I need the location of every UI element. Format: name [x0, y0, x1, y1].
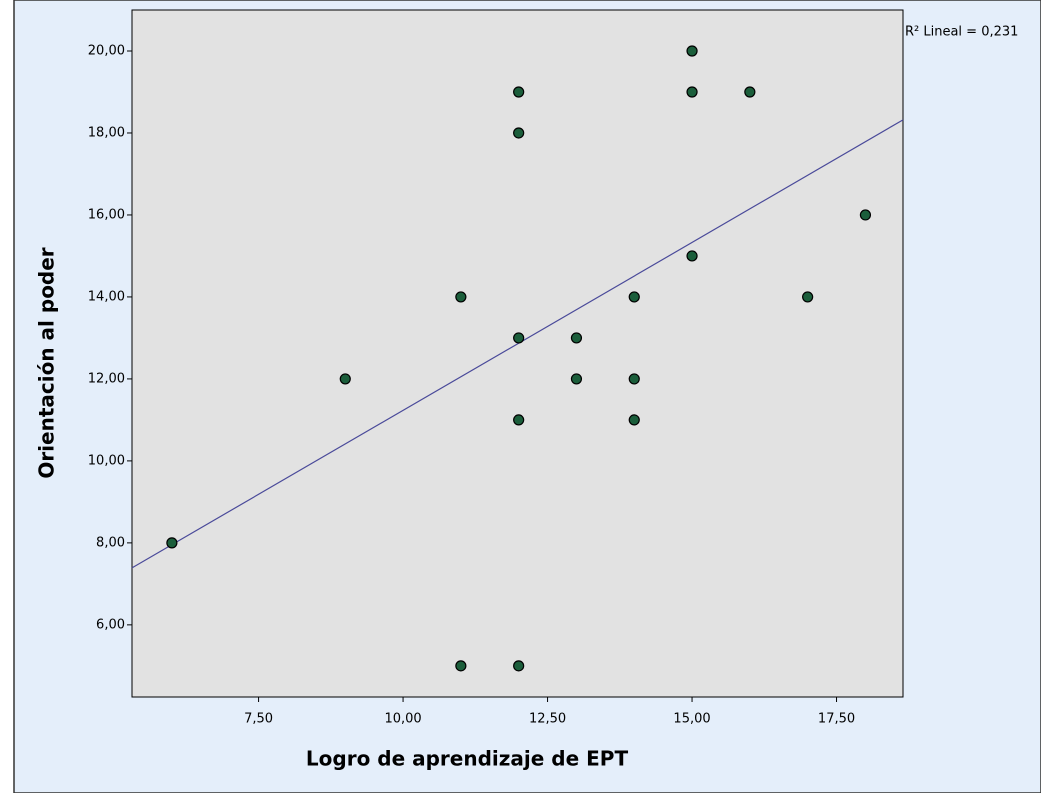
x-axis-title: Logro de aprendizaje de EPT — [306, 747, 629, 771]
point — [455, 291, 467, 303]
point — [513, 414, 525, 426]
point — [339, 373, 351, 385]
y-tick-label: 8,00 — [96, 535, 125, 550]
point — [570, 373, 583, 385]
x-tick-label: 17,50 — [818, 712, 855, 727]
point — [513, 332, 525, 344]
point — [570, 332, 583, 344]
plot-area — [131, 9, 904, 698]
point — [628, 291, 640, 303]
point — [628, 414, 640, 426]
point — [513, 660, 525, 672]
x-tick-label: 10,00 — [384, 712, 421, 727]
fit-line — [131, 119, 904, 569]
point — [166, 537, 178, 549]
x-tick-label: 12,50 — [529, 712, 566, 727]
y-tick-label: 18,00 — [88, 125, 125, 140]
y-tick-label: 16,00 — [88, 207, 125, 222]
x-tick-label: 15,00 — [673, 712, 710, 727]
point — [802, 291, 814, 303]
point — [628, 373, 640, 385]
y-tick-label: 6,00 — [96, 617, 125, 632]
y-tick-label: 10,00 — [88, 453, 125, 468]
x-tick-label: 7,50 — [244, 712, 273, 727]
r-squared: R² Lineal = 0,231 — [905, 25, 1018, 40]
point — [686, 250, 698, 262]
y-tick-label: 20,00 — [88, 43, 125, 58]
point — [513, 86, 525, 98]
point — [686, 86, 698, 98]
y-tick-label: 14,00 — [88, 289, 125, 304]
point — [744, 86, 756, 98]
point — [859, 209, 872, 221]
point — [455, 660, 467, 672]
point — [686, 45, 698, 57]
y-tick-label: 12,00 — [88, 371, 125, 386]
y-axis-title: Orientación al poder — [35, 247, 59, 478]
point — [513, 127, 525, 139]
